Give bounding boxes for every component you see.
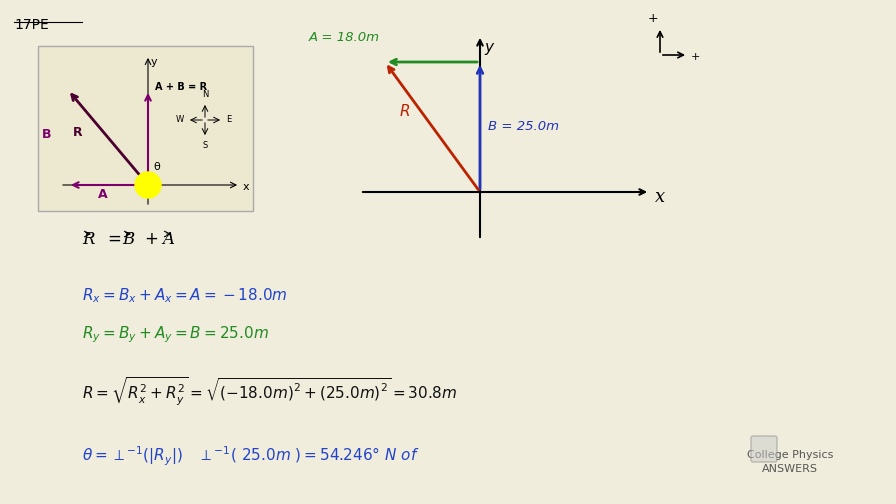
Text: x: x xyxy=(243,182,250,192)
Text: $\theta = \perp^{-1}(|R_y|)\ \ \ \perp^{-1}(\ 25.0m\ ) = 54.246°\ N\ of$: $\theta = \perp^{-1}(|R_y|)\ \ \ \perp^{… xyxy=(82,445,419,468)
FancyBboxPatch shape xyxy=(38,46,253,211)
Text: W: W xyxy=(176,115,184,124)
Text: 17PE: 17PE xyxy=(14,18,48,32)
Text: ANSWERS: ANSWERS xyxy=(762,464,818,474)
Text: $R_y = B_y + A_y = B = 25.0m$: $R_y = B_y + A_y = B = 25.0m$ xyxy=(82,325,269,345)
Text: +: + xyxy=(144,230,158,248)
Text: A: A xyxy=(98,188,108,202)
Text: A + B = R: A + B = R xyxy=(155,82,207,92)
Text: S: S xyxy=(202,141,208,150)
Text: x: x xyxy=(655,188,665,206)
Text: R: R xyxy=(73,127,82,140)
Text: R: R xyxy=(400,104,410,119)
Text: y: y xyxy=(151,57,158,67)
Text: A = 18.0m: A = 18.0m xyxy=(309,31,380,44)
Text: θ: θ xyxy=(153,162,159,172)
Text: A: A xyxy=(162,231,174,248)
Circle shape xyxy=(135,172,161,198)
Text: $R = \sqrt{R_x^2 + R_y^2} = \sqrt{(-18.0m)^2 + (25.0m)^2} = 30.8m$: $R = \sqrt{R_x^2 + R_y^2} = \sqrt{(-18.0… xyxy=(82,375,457,408)
Text: B: B xyxy=(42,129,51,142)
Text: +: + xyxy=(691,52,701,62)
Text: E: E xyxy=(226,115,231,124)
Text: +: + xyxy=(648,12,659,25)
Text: College Physics: College Physics xyxy=(746,450,833,460)
Text: B: B xyxy=(122,231,134,248)
Text: y: y xyxy=(484,40,493,55)
Text: R: R xyxy=(82,231,94,248)
Text: =: = xyxy=(107,230,121,248)
FancyBboxPatch shape xyxy=(751,436,777,462)
Text: $R_x = B_x + A_x = A = -18.0m$: $R_x = B_x + A_x = A = -18.0m$ xyxy=(82,286,288,305)
Text: B = 25.0m: B = 25.0m xyxy=(488,120,559,134)
Text: N: N xyxy=(202,90,208,99)
